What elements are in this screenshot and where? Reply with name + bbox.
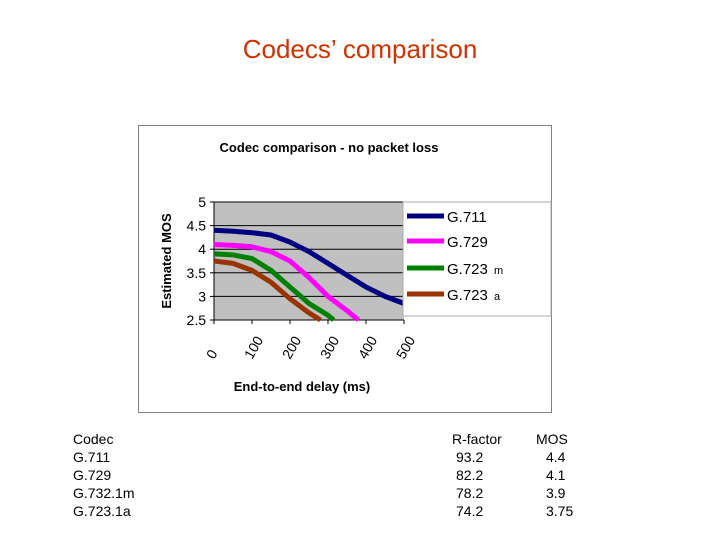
series-line (213, 251, 336, 322)
legend-label: G.729 (447, 234, 488, 251)
y-tick-label: 3 (198, 288, 206, 304)
x-tick-label: 100 (241, 333, 267, 361)
y-tick-label: 4.5 (187, 218, 207, 234)
rfactor-cell: 93.2 (456, 449, 484, 465)
legend-label: G.723 (447, 261, 488, 278)
x-axis-title: End-to-end delay (ms) (234, 379, 371, 394)
grid-lines (210, 201, 405, 324)
legend-label: G.711 (447, 209, 487, 226)
chart-title: Codec comparison - no packet loss (220, 140, 439, 155)
x-tick-label: 300 (317, 333, 343, 361)
codec-cell: G.732.1m (73, 485, 135, 501)
legend: G.711 G.729 G.723 m G.723 a (407, 209, 503, 304)
y-tick-label: 3.5 (187, 265, 207, 281)
x-tick-label: 0 (203, 347, 221, 362)
x-tick-label: 400 (355, 333, 381, 361)
x-tick-label: 200 (279, 333, 305, 361)
legend-suffix: a (494, 291, 501, 303)
series-line (213, 258, 322, 323)
y-tick-labels: 5 4.5 4 3.5 3 2.5 (187, 194, 207, 328)
series-line (213, 242, 360, 322)
series-line (213, 227, 405, 306)
codec-cell: G.729 (73, 467, 112, 483)
y-tick-label: 4 (198, 241, 206, 257)
mos-column: MOS 4.4 4.1 3.9 3.75 (536, 430, 573, 520)
legend-suffix: m (494, 265, 503, 277)
rfactor-column: R-factor 93.2 82.2 78.2 74.2 (452, 430, 502, 520)
rfactor-cell: 78.2 (456, 485, 484, 501)
rfactor-header: R-factor (452, 431, 502, 447)
y-tick-label: 2.5 (187, 312, 207, 328)
x-tick-labels: 0 100 200 300 400 500 (203, 333, 419, 361)
codec-cell: G.723.1a (73, 503, 131, 519)
mos-header: MOS (536, 431, 568, 447)
codec-column: Codec G.711 G.729 G.732.1m G.723.1a (73, 430, 134, 520)
codec-header: Codec (73, 431, 114, 447)
mos-cell: 3.9 (546, 485, 566, 501)
mos-cell: 4.1 (546, 467, 566, 483)
rfactor-cell: 74.2 (456, 503, 484, 519)
mos-cell: 3.75 (546, 503, 574, 519)
codec-cell: G.711 (73, 449, 111, 465)
chart-container: Codec comparison - no packet loss 5 4.5 4 3… (138, 125, 552, 413)
x-tick-label: 500 (393, 333, 419, 361)
legend-box (402, 201, 552, 317)
series-lines (213, 227, 405, 323)
y-tick-label: 5 (198, 194, 206, 210)
rfactor-cell: 82.2 (456, 467, 484, 483)
y-axis-title: Estimated MOS (159, 213, 174, 309)
legend-label: G.723 (447, 287, 488, 304)
slide-title: Codecs’ comparison (242, 34, 478, 64)
line-chart: Codec comparison - no packet loss 5 4.5 4 3… (159, 140, 552, 394)
mos-cell: 4.4 (546, 449, 566, 465)
